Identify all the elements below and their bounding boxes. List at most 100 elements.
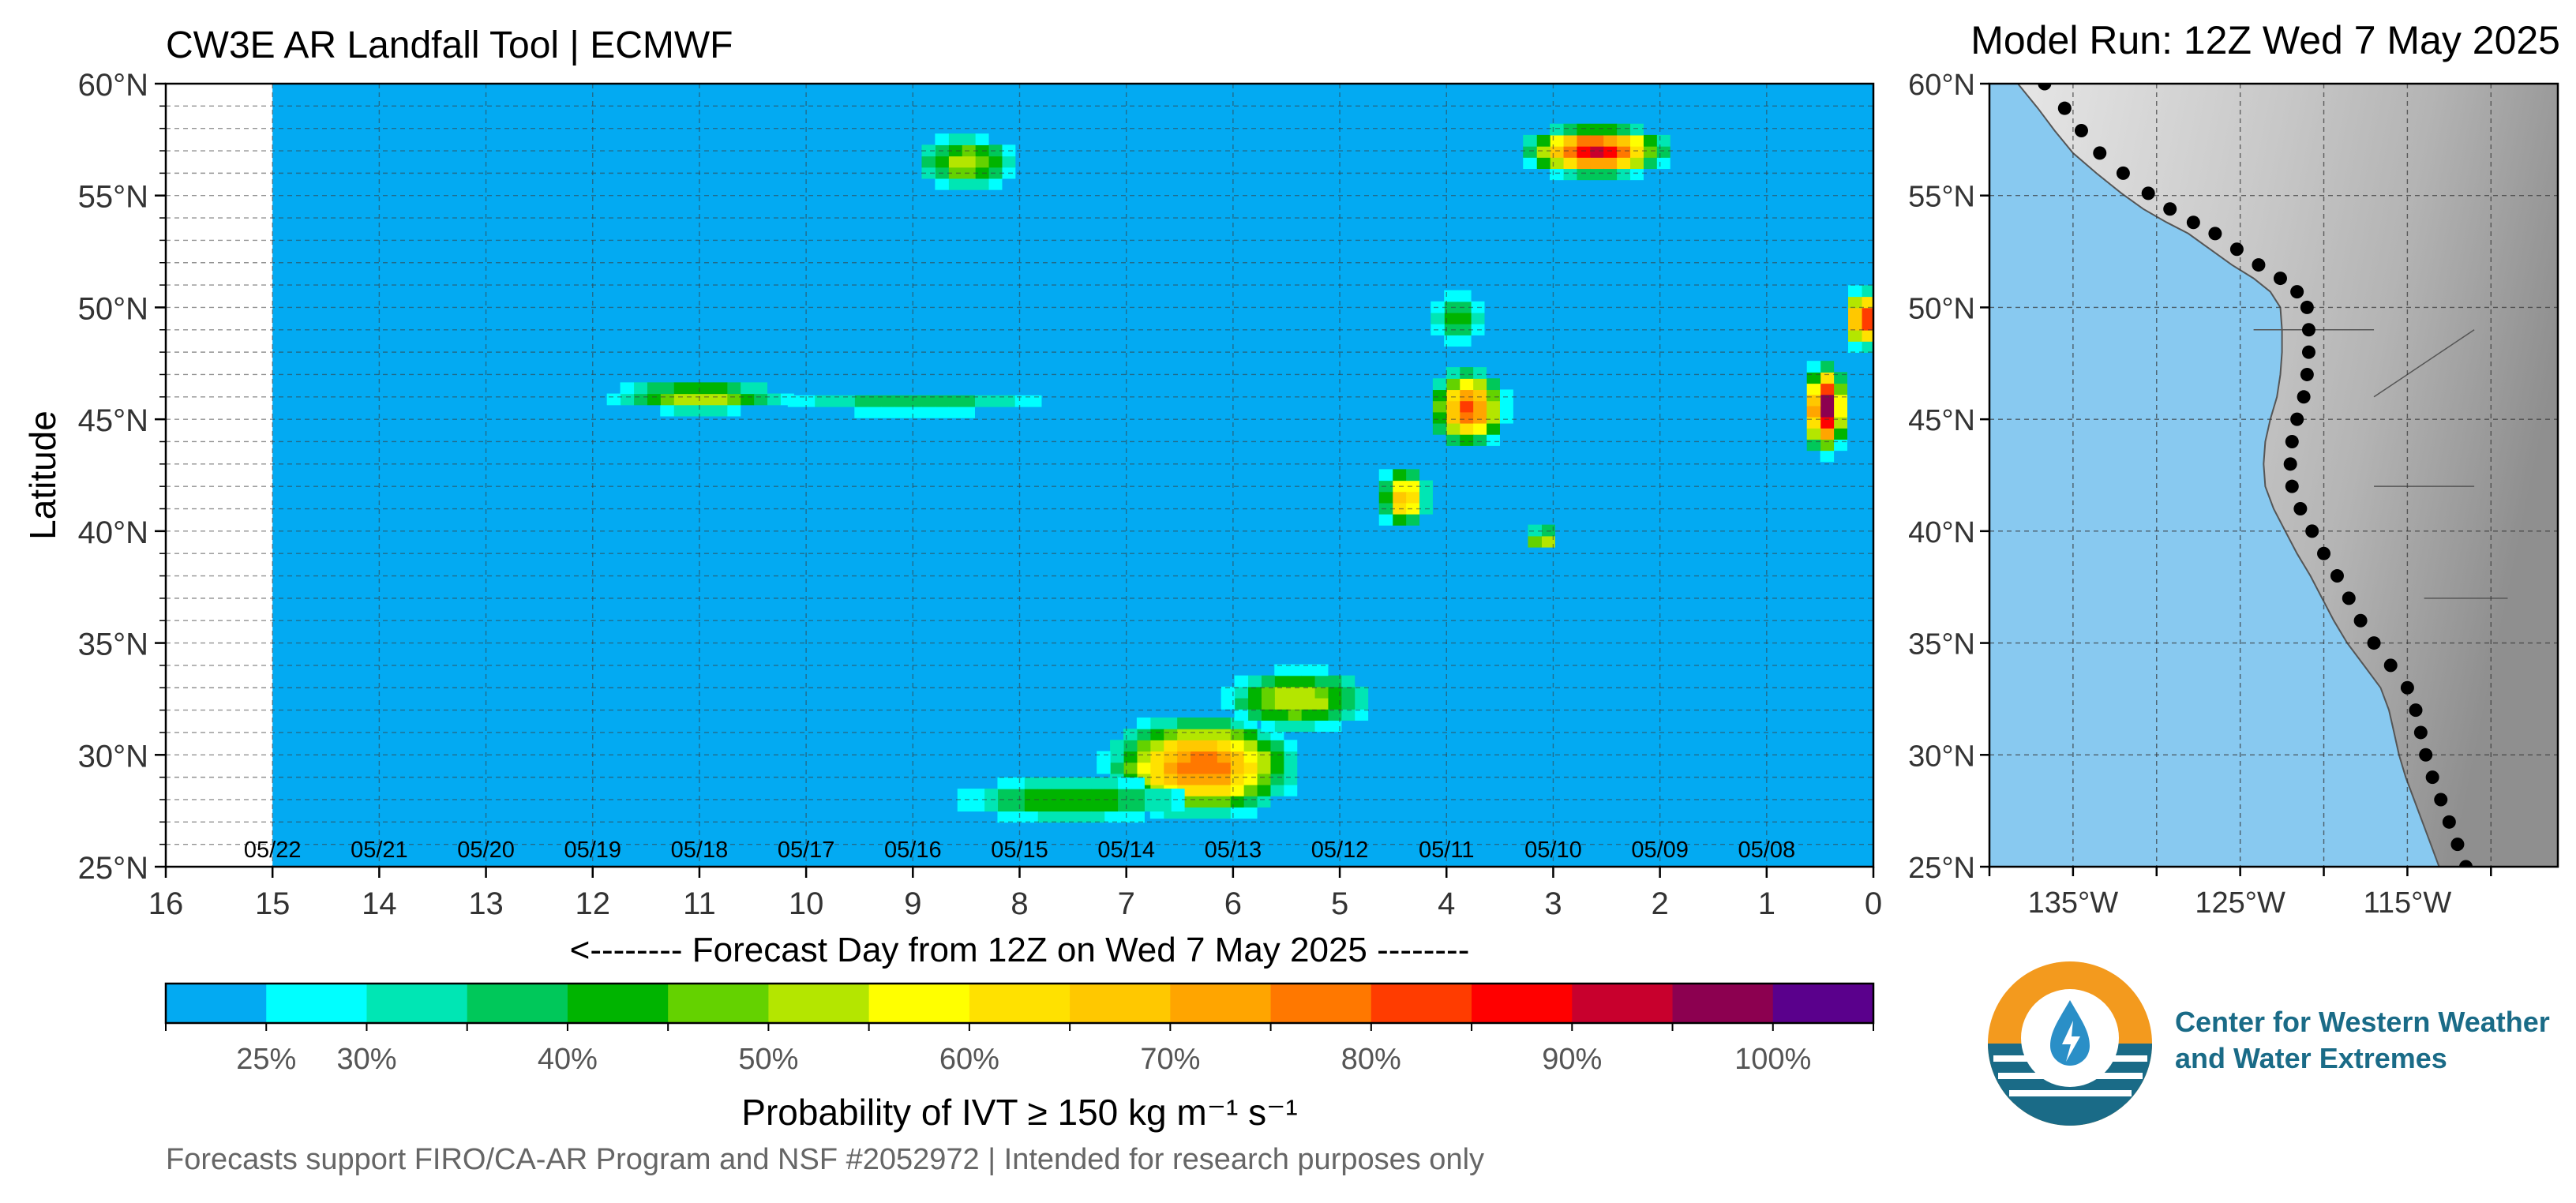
heat-cell (1256, 751, 1271, 763)
heat-cell (1163, 751, 1178, 763)
heat-cell (767, 393, 781, 406)
heat-cell (1820, 372, 1835, 384)
heat-cell (1190, 807, 1204, 819)
heat-cell (1203, 717, 1217, 729)
heat-cell (1149, 773, 1164, 785)
y-axis-label: Latitude (22, 410, 63, 540)
x-tick-label: 6 (1224, 886, 1242, 921)
coast-dot (2285, 434, 2299, 448)
heat-cell (1144, 789, 1158, 800)
heat-cell (1051, 800, 1065, 812)
heat-cell (1051, 789, 1065, 800)
heat-cell (948, 178, 962, 190)
heat-cell (1301, 698, 1315, 710)
heat-cell (1405, 491, 1420, 504)
heat-cell (1392, 469, 1407, 482)
x-tick-label: 12 (576, 886, 611, 921)
map-x-tick-label: 115°W (2364, 886, 2452, 920)
heat-cell (1063, 777, 1078, 789)
heat-cell (1528, 535, 1542, 548)
coast-dot (2442, 815, 2456, 829)
heat-cell (962, 156, 976, 168)
map-y-tick-label: 40°N (1908, 516, 1975, 549)
x-tick-label: 9 (904, 886, 921, 921)
heat-cell (1833, 439, 1848, 452)
footer-note: Forecasts support FIRO/CA-AR Program and… (166, 1143, 1485, 1176)
heat-cell (970, 789, 985, 800)
coast-dot (2300, 367, 2314, 381)
heat-cell (1301, 720, 1315, 733)
heat-cell (1472, 434, 1487, 446)
heat-cell (921, 156, 936, 168)
heat-cell (1243, 784, 1258, 796)
heat-cell (1234, 686, 1249, 699)
coast-dot (2290, 412, 2304, 426)
land-terrain (2017, 84, 2558, 867)
x-tick-label: 14 (362, 886, 397, 921)
heat-cell (1550, 134, 1564, 147)
coast-dot (2342, 591, 2356, 605)
map-x-tick-label: 125°W (2195, 886, 2285, 920)
date-labels: 05/22 05/21 05/20 05/19 05/18 05/17 05/16 05/15… (244, 838, 1795, 863)
heat-cell (1354, 686, 1369, 699)
colorbar: 25% 30% 40% 50% 60% 70% 80% 90% 100% Probability … (164, 982, 1875, 1133)
heat-cell (740, 393, 755, 406)
heat-cell (1459, 400, 1474, 413)
heat-cell (780, 393, 794, 406)
chart-title: CW3E AR Landfall Tool | ECMWF (166, 24, 733, 66)
heat-cell (1283, 740, 1298, 752)
colorbar-tick-label: 70% (1140, 1043, 1200, 1076)
heat-cell (1077, 800, 1092, 812)
heat-cell (1340, 675, 1355, 688)
colorbar-swatch (1170, 984, 1272, 1023)
heat-cell (726, 382, 741, 395)
coast-dot (2093, 146, 2107, 160)
heat-cell (1499, 389, 1513, 402)
heat-cell (1536, 134, 1550, 147)
heat-cell (1077, 777, 1092, 789)
heat-cell (1097, 762, 1111, 774)
heat-cell (1603, 134, 1618, 147)
colorbar-tick-label: 40% (538, 1043, 598, 1076)
heat-cell (1432, 400, 1447, 413)
heat-cell (647, 393, 661, 406)
heat-cell (1288, 664, 1302, 676)
heat-cell (1314, 675, 1329, 688)
heat-cell (633, 382, 647, 395)
heat-cell (1217, 796, 1231, 808)
colorbar-swatch (768, 984, 870, 1023)
heat-cell (1176, 740, 1191, 752)
heat-cell (854, 395, 868, 407)
heat-cell (1190, 729, 1204, 740)
heat-cell (726, 404, 741, 417)
heat-cell (1444, 335, 1458, 347)
heat-cell (1190, 751, 1204, 763)
date-label: 05/21 (351, 838, 408, 863)
heat-cell (975, 144, 989, 157)
heat-cell (1603, 168, 1618, 181)
heat-cell (1247, 709, 1262, 721)
heat-cell (647, 382, 661, 395)
coast-dot (2038, 84, 2052, 91)
heat-cell (1616, 134, 1631, 147)
heat-cell (1190, 773, 1204, 785)
heat-cell (1261, 698, 1275, 710)
ar-blob-6 (1848, 285, 1873, 353)
colorbar-swatch (266, 984, 367, 1023)
heat-cell (620, 393, 635, 406)
heat-cell (1243, 729, 1258, 740)
heat-cell (1261, 686, 1275, 699)
heat-cell (1861, 307, 1873, 320)
heat-cell (997, 800, 1011, 812)
heat-cell (814, 395, 829, 407)
heat-cell (1256, 740, 1271, 752)
heat-cell (1354, 709, 1369, 721)
map-y-tick-label: 35°N (1908, 628, 1975, 661)
heat-cell (1288, 720, 1302, 733)
x-tick-label: 5 (1331, 886, 1348, 921)
heat-cell (1203, 784, 1217, 796)
heat-cell (713, 404, 728, 417)
heatmap-axes: 25°N30°N35°N40°N45°N50°N55°N60°N16 15 14 13… (22, 68, 1882, 969)
heat-cell (1486, 422, 1500, 435)
heat-cell (620, 382, 635, 395)
